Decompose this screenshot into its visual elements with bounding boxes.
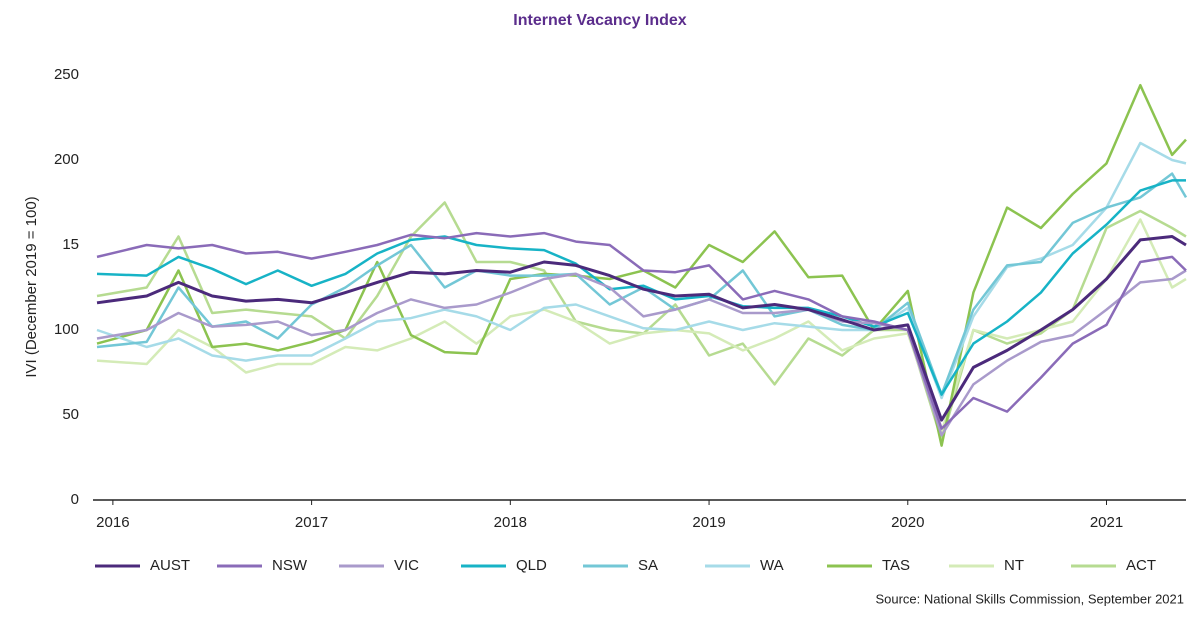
series-line [96, 83, 1187, 447]
x-tick-label: 2019 [692, 514, 725, 531]
x-tick-label: 2020 [891, 514, 924, 531]
source-note: Source: National Skills Commission, Sept… [875, 591, 1184, 606]
y-tick-label: 0 [71, 491, 79, 508]
series-line [96, 201, 1187, 442]
legend-label: NSW [272, 557, 308, 574]
y-tick-label: 15 [62, 236, 79, 253]
y-tick-label: 100 [54, 321, 79, 338]
legend-label: WA [760, 557, 784, 574]
y-tick-label: 250 [54, 66, 79, 83]
x-tick-label: 2016 [96, 514, 129, 531]
series-line [96, 172, 1188, 396]
series-line [96, 269, 1187, 437]
series-line [96, 235, 1187, 422]
series-line [96, 218, 1187, 434]
series-line [96, 231, 1187, 430]
legend-label: QLD [516, 557, 547, 574]
legend-label: SA [638, 557, 658, 574]
x-tick-label: 2021 [1090, 514, 1123, 531]
legend-label: VIC [394, 557, 419, 574]
x-tick-label: 2017 [295, 514, 328, 531]
y-tick-label: 200 [54, 151, 79, 168]
legend-label: ACT [1126, 557, 1156, 574]
x-tick-label: 2018 [494, 514, 527, 531]
legend-label: AUST [150, 557, 190, 574]
y-tick-label: 50 [62, 406, 79, 423]
y-axis-label: IVI (December 2019 = 100) [23, 196, 40, 377]
legend-label: NT [1004, 557, 1024, 574]
legend-label: TAS [882, 557, 910, 574]
chart-title: Internet Vacancy Index [513, 12, 687, 29]
